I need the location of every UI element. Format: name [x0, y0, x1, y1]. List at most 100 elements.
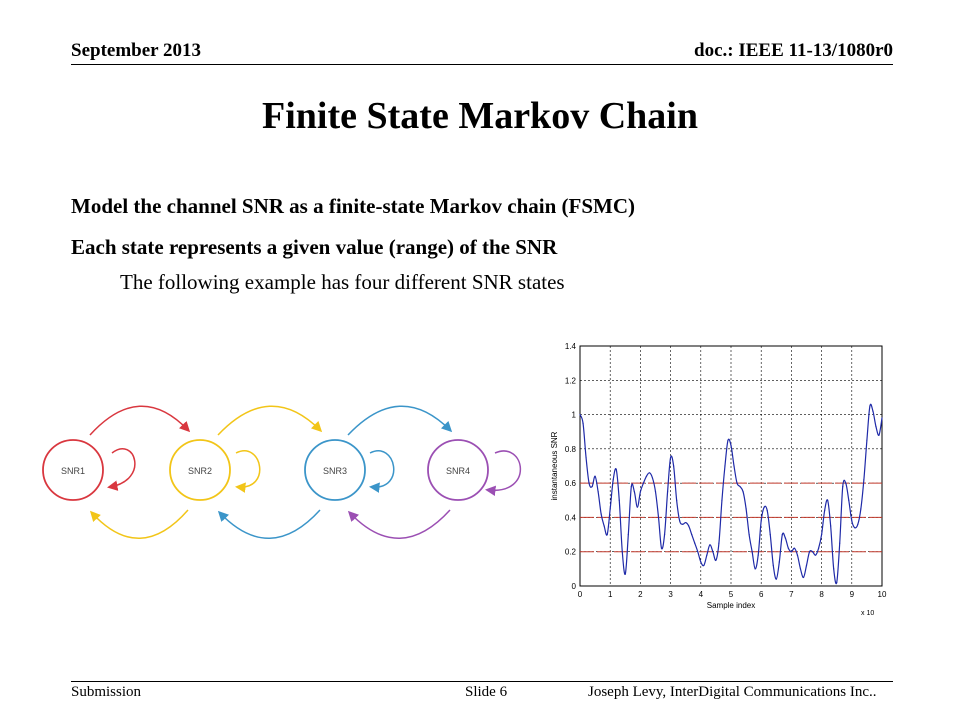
footer-submission: Submission — [71, 684, 142, 700]
snr-data-point — [624, 573, 626, 575]
x-tick-label: 9 — [850, 590, 855, 599]
snr-data-point — [866, 439, 868, 441]
snr-data-point — [579, 413, 581, 416]
y-tick-label: 1 — [572, 411, 577, 420]
snr-data-point — [860, 508, 862, 510]
snr-data-point — [682, 523, 684, 525]
snr-data-point — [851, 520, 853, 522]
arc-snr3-to-snr4 — [347, 405, 453, 436]
snr-data-point — [748, 533, 750, 536]
snr-data-point — [727, 439, 729, 441]
x-tick-label: 10 — [878, 590, 887, 599]
self-loop-snr2 — [235, 450, 261, 493]
snr-data-point — [830, 525, 832, 527]
snr-data-point — [763, 506, 765, 508]
snr-data-point — [742, 491, 744, 493]
snr-data-point — [811, 551, 814, 553]
x-tick-label: 8 — [819, 590, 824, 599]
snr-data-point — [621, 551, 623, 553]
snr-data-point — [836, 581, 838, 584]
snr-chart: 0 1 2 3 4 5 6 7 8 9 10 0 0.2 0.4 0.6 0.8 1 1.2 1.4 instant… — [550, 342, 887, 617]
snr-data-point — [591, 485, 593, 488]
snr-data-point — [772, 564, 774, 567]
snr-data-point — [769, 533, 771, 536]
snr-data-point — [609, 508, 611, 510]
snr-data-point — [670, 456, 672, 459]
snr-data-point — [657, 516, 660, 519]
snr-data-point — [666, 491, 669, 493]
snr-data-point — [618, 499, 620, 501]
arc-snr2-to-snr3 — [217, 405, 323, 436]
snr-data-point — [757, 554, 759, 556]
header-date: September 2013 — [71, 40, 201, 61]
state-snr4 — [427, 439, 489, 501]
snr-data-point — [582, 422, 584, 424]
snr-data-point — [802, 576, 805, 579]
header-divider — [71, 64, 893, 65]
snr-data-point — [787, 547, 789, 549]
y-tick-label: 0.8 — [565, 445, 577, 454]
snr-data-point — [691, 533, 693, 536]
snr-data-point — [857, 523, 859, 525]
snr-data-point — [730, 444, 732, 447]
snr-data-point — [821, 533, 823, 536]
snr-data-point — [781, 533, 783, 536]
footer-author: Joseph Levy, InterDigital Communications… — [588, 684, 877, 700]
snr-data-point — [784, 537, 786, 539]
self-loop-snr4 — [485, 450, 522, 497]
state-snr3 — [304, 439, 366, 501]
snr-data-point — [630, 485, 632, 488]
snr-data-point — [848, 499, 850, 501]
snr-data-point — [760, 520, 762, 522]
snr-data-point — [817, 547, 820, 549]
snr-data-point — [754, 568, 756, 570]
snr-data-point — [663, 533, 666, 536]
snr-data-point — [597, 491, 599, 493]
y-tick-label: 1.2 — [565, 376, 577, 385]
snr-data-point — [790, 551, 792, 553]
slide-title: Finite State Markov Chain — [262, 95, 698, 137]
snr-data-point — [739, 485, 741, 488]
bullet-1: Model the channel SNR as a finite-state … — [71, 194, 636, 218]
snr-data-point — [824, 509, 826, 512]
x-multiplier-label: x 10 — [861, 610, 874, 617]
x-tick-label: 4 — [699, 590, 704, 599]
state-label-snr2: SNR2 — [188, 466, 212, 476]
snr-data-point — [585, 456, 587, 459]
snr-data-point — [651, 477, 654, 479]
x-axis-label: Sample index — [707, 601, 755, 610]
snr-data-point — [676, 499, 678, 501]
snr-data-point — [878, 434, 880, 436]
snr-data-point — [706, 554, 708, 556]
arc-snr3-to-snr2 — [217, 509, 321, 539]
snr-data-point — [697, 551, 699, 553]
snr-data-point — [654, 491, 657, 493]
footer-divider — [71, 681, 893, 682]
snr-data-point — [703, 564, 705, 567]
x-tick-label: 6 — [759, 590, 764, 599]
arc-snr1-to-snr2 — [89, 405, 191, 436]
snr-data-point — [814, 554, 817, 556]
snr-data-point — [712, 551, 714, 553]
y-tick-label: 1.4 — [565, 342, 577, 351]
snr-data-point — [733, 465, 735, 467]
x-tick-label: 5 — [729, 590, 734, 599]
arc-snr2-to-snr1 — [89, 509, 189, 539]
snr-data-point — [700, 561, 702, 563]
snr-data-point — [842, 485, 844, 488]
state-label-snr1: SNR1 — [61, 466, 85, 476]
snr-data-point — [808, 551, 811, 553]
snr-data-point — [642, 482, 645, 484]
self-loop-snr1 — [107, 448, 136, 491]
snr-data-point — [751, 551, 753, 553]
snr-data-point — [612, 479, 614, 481]
snr-data-point — [863, 479, 865, 481]
bullet-2: Each state represents a given value (ran… — [71, 235, 558, 259]
snr-data-point — [688, 525, 690, 527]
snr-data-point — [715, 559, 717, 561]
snr-data-point — [766, 509, 768, 512]
snr-data-point — [645, 475, 648, 477]
x-tick-label: 0 — [578, 590, 583, 599]
snr-data-point — [845, 482, 847, 484]
snr-data-point — [588, 482, 590, 484]
